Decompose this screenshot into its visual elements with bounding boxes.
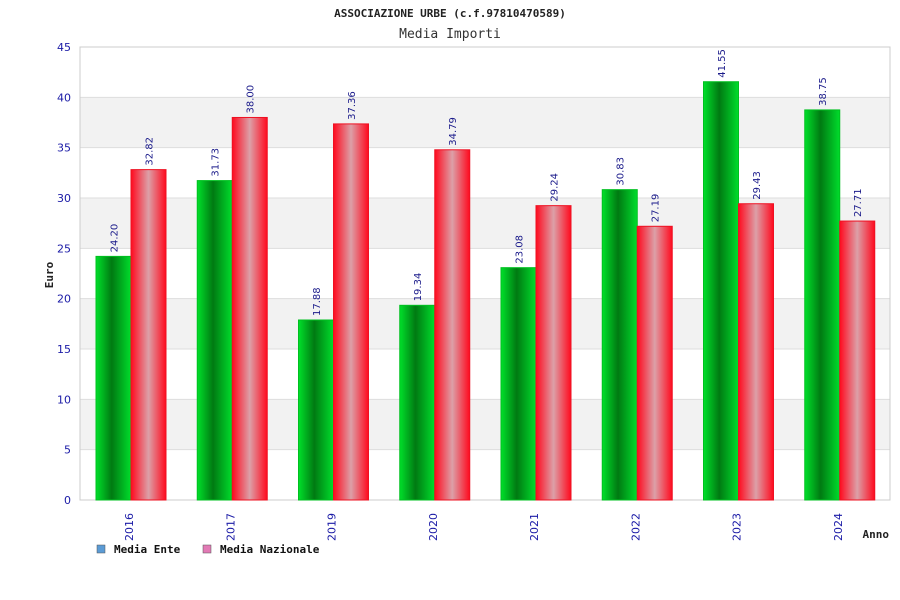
x-tick-label: 2024 xyxy=(832,513,845,541)
data-label: 38.75 xyxy=(818,77,829,106)
y-tick-label: 25 xyxy=(57,242,71,255)
grid-band xyxy=(80,97,890,148)
legend-swatch xyxy=(202,544,212,554)
y-tick-label: 10 xyxy=(57,393,71,406)
bar-ente xyxy=(196,180,233,501)
data-label: 30.83 xyxy=(616,157,627,186)
bar-nazionale xyxy=(333,123,369,501)
data-label: 29.43 xyxy=(752,171,763,200)
y-tick-label: 30 xyxy=(57,192,71,205)
data-label: 31.73 xyxy=(211,148,222,177)
bar-nazionale xyxy=(130,169,167,501)
bar-nazionale xyxy=(231,116,268,501)
legend-label: Media Nazionale xyxy=(220,543,320,556)
data-label: 41.55 xyxy=(717,49,728,78)
data-label: 27.19 xyxy=(651,194,662,223)
data-label: 32.82 xyxy=(145,137,156,166)
legend: Media Ente Media Nazionale xyxy=(96,543,320,556)
y-tick-label: 5 xyxy=(64,444,71,457)
data-label: 37.36 xyxy=(347,91,358,120)
data-label: 27.71 xyxy=(853,188,864,217)
data-label: 29.24 xyxy=(550,173,561,202)
x-tick-label: 2023 xyxy=(731,513,744,541)
x-tick-label: 2022 xyxy=(629,513,642,541)
data-label: 23.08 xyxy=(515,235,526,264)
bar-ente xyxy=(804,109,841,501)
data-label: 17.88 xyxy=(312,287,323,316)
bar-ente xyxy=(95,255,132,501)
x-axis-title: Anno xyxy=(863,528,890,541)
bar-ente xyxy=(298,319,334,501)
data-label: 19.34 xyxy=(413,273,424,302)
bar-ente xyxy=(399,304,436,501)
y-axis-title: Euro xyxy=(43,261,56,288)
x-tick-label: 2019 xyxy=(326,513,339,541)
plot-frame xyxy=(79,46,891,501)
bar-nazionale xyxy=(434,149,471,501)
bar-ente xyxy=(500,267,537,501)
bar-nazionale xyxy=(535,205,572,501)
x-tick-label: 2020 xyxy=(427,513,440,541)
chart-subtitle: Media Importi xyxy=(399,27,501,42)
x-axis-ticks: 2016 2017 2019 2020 2021 2022 2023 2024 xyxy=(123,513,845,541)
bar-ente xyxy=(703,81,739,501)
y-axis-ticks: 0 5 10 15 20 25 30 35 40 45 xyxy=(57,41,71,507)
data-label: 34.79 xyxy=(448,117,459,146)
x-tick-label: 2016 xyxy=(123,513,136,541)
x-tick-label: 2021 xyxy=(528,513,541,541)
bar-nazionale xyxy=(839,220,876,501)
y-tick-label: 45 xyxy=(57,41,71,54)
bar-ente xyxy=(601,189,638,501)
legend-label: Media Ente xyxy=(114,543,181,556)
y-tick-label: 35 xyxy=(57,142,71,155)
bar-nazionale xyxy=(636,225,673,501)
y-tick-label: 15 xyxy=(57,343,71,356)
chart-title: ASSOCIAZIONE URBE (c.f.97810470589) xyxy=(334,7,566,20)
y-tick-label: 40 xyxy=(57,91,71,104)
bar-nazionale xyxy=(738,203,774,501)
y-tick-label: 20 xyxy=(57,293,71,306)
data-label: 38.00 xyxy=(246,85,257,114)
data-label: 24.20 xyxy=(110,224,121,253)
x-tick-label: 2017 xyxy=(224,513,237,541)
y-tick-label: 0 xyxy=(64,494,71,507)
bars: 24.20 32.82 31.73 38.00 17.88 37.36 19.34 34.79… xyxy=(95,49,876,501)
legend-swatch xyxy=(96,544,106,554)
